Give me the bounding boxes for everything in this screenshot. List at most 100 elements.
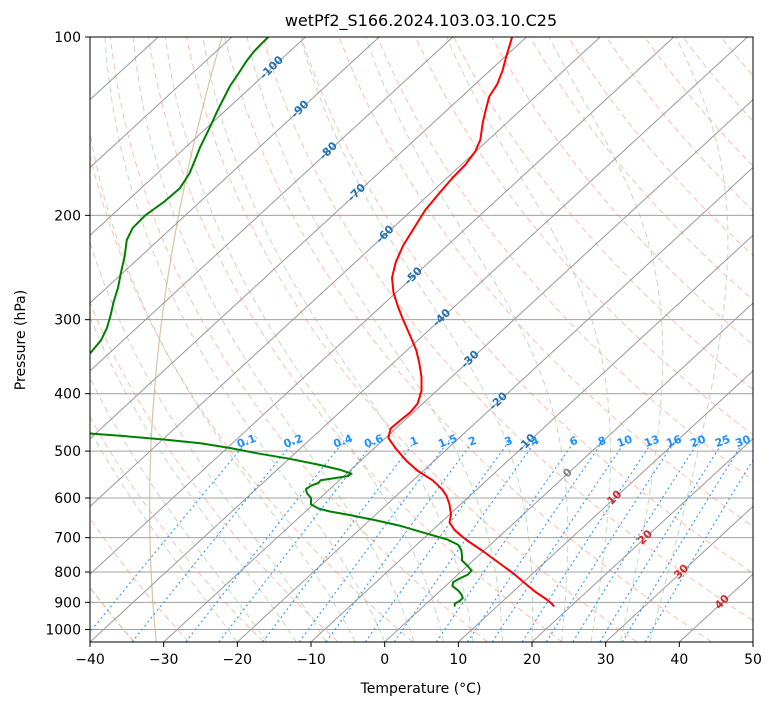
y-tick-label: 400	[54, 387, 81, 403]
boundary-curve	[149, 37, 223, 642]
mixing-ratio-line	[467, 440, 604, 642]
mixing-ratio-label: 0.6	[362, 432, 385, 451]
isotherm-line	[90, 37, 601, 508]
moist-adiabat-line	[90, 129, 356, 642]
dry-adiabat-line	[109, 37, 488, 642]
temperature-profile	[387, 37, 555, 608]
dry-adiabat-line	[90, 416, 264, 642]
mixing-ratio-line	[621, 440, 745, 642]
moist-adiabat-line	[90, 240, 327, 642]
x-tick-label: 10	[449, 652, 467, 668]
moist-adiabat-line	[246, 37, 503, 642]
moist-adiabat-line	[364, 37, 569, 642]
dry-adiabat-line	[300, 37, 753, 574]
isotherm-line	[90, 37, 675, 575]
isotherm-line	[678, 573, 753, 642]
mixing-ratio-label: 2	[467, 434, 479, 449]
isotherm-line	[531, 437, 753, 642]
mixing-ratio-label: 25	[713, 433, 732, 450]
moist-adiabat-line	[104, 37, 386, 642]
x-axis-label: Temperature (°C)	[360, 681, 482, 697]
mixing-ratio-labels: 0.1 0.2 0.4 0.6 1 1.5 2 3 4 6 8 10 13 16 20 25 30 36	[235, 432, 773, 451]
dry-adiabat-line	[720, 37, 753, 77]
dry-adiabat-line	[376, 37, 753, 482]
mixing-ratio-line	[298, 440, 450, 642]
plot-frame	[89, 36, 754, 643]
mixing-ratio-line	[491, 440, 627, 642]
moist-adiabat-line	[90, 376, 268, 642]
dry-adiabat-line	[224, 37, 712, 642]
dry-adiabat-line	[415, 37, 753, 436]
mixing-ratio-label: 3	[503, 434, 515, 449]
mixing-ratio-label: 0.2	[282, 432, 305, 451]
dry-adiabat-line	[644, 37, 753, 167]
isotherm-line	[90, 37, 454, 372]
isotherm-line	[384, 302, 753, 642]
mixing-ratio-label: 8	[596, 434, 608, 449]
moist-adiabat-line	[90, 429, 238, 642]
isotherm-line	[90, 37, 748, 642]
moist-adiabat-line	[202, 37, 474, 642]
isotherm-line	[90, 37, 380, 304]
mixing-ratio-line	[185, 440, 345, 642]
dry-adiabat-line	[567, 37, 753, 256]
mixing-ratio-label: 16	[664, 432, 683, 450]
mixing-ratio-label: 4	[529, 434, 541, 449]
moist-adiabat-line	[548, 37, 664, 642]
dry-adiabat-line	[529, 37, 753, 301]
y-tick-label: 800	[54, 565, 81, 581]
isotherm-line	[0, 37, 11, 642]
isotherm-line	[163, 99, 753, 642]
mixing-ratio-line	[90, 440, 249, 633]
mixing-ratio-label: 1	[408, 434, 420, 449]
y-tick-label: 300	[54, 313, 81, 329]
dewpoint_upper-profile	[90, 37, 270, 355]
isotherm-line	[457, 370, 753, 642]
moist-adiabat-line	[446, 37, 612, 642]
mixing-ratio-line	[435, 440, 576, 642]
isotherm-line	[236, 166, 753, 642]
y-axis-ticks: 100 200 300 400 500 600 700 800 900 1000	[45, 30, 90, 638]
sounding-profiles	[90, 37, 555, 608]
dry-adiabat-line	[759, 37, 775, 642]
mixing-ratio-line	[364, 440, 511, 642]
moist-adiabat-line	[132, 37, 415, 642]
dry-adiabat-line	[682, 37, 753, 122]
mixing-ratio-label: 36	[754, 432, 773, 450]
dry-adiabat-line	[338, 37, 753, 528]
dry-adiabat-line	[90, 153, 414, 642]
moist-adiabat-line	[164, 37, 445, 642]
x-tick-label: −30	[149, 652, 179, 668]
dry-adiabat-line	[605, 37, 753, 212]
mixing-ratio-line	[131, 440, 295, 642]
y-tick-label: 200	[54, 208, 81, 224]
mixing-ratio-line	[599, 440, 725, 642]
x-tick-label: −40	[75, 652, 105, 668]
moist-adiabat-line	[299, 37, 534, 642]
dry-adiabat-line	[148, 37, 563, 642]
dry-adiabat-line	[90, 301, 339, 642]
x-axis-ticks: −40 −30 −20 −10 0 10 20 30 40 50	[75, 642, 762, 668]
x-tick-label: 30	[597, 652, 615, 668]
isotherm-line	[90, 37, 233, 169]
y-tick-label: 100	[54, 30, 81, 46]
dry-adiabat-line	[90, 517, 190, 642]
mixing-ratio-label: 20	[689, 432, 708, 450]
moist-adiabat-line	[90, 315, 297, 642]
y-tick-label: 900	[54, 595, 81, 611]
mixing-ratio-line	[521, 440, 654, 642]
mixing-ratio-label: 0.1	[235, 432, 258, 451]
mixing-ratio-line	[545, 440, 676, 642]
x-tick-label: −10	[296, 652, 326, 668]
mixing-ratio-line	[262, 440, 416, 642]
mixing-ratio-label: 1.5	[436, 432, 459, 451]
mixing-ratio-label: 30	[734, 432, 753, 450]
moist-adiabat-line	[649, 37, 729, 642]
mixing-ratio-label: 10	[615, 432, 634, 450]
mixing-ratio-line	[572, 440, 700, 642]
y-tick-label: 600	[54, 491, 81, 507]
isotherm-line	[310, 234, 753, 642]
mixing-ratio-label: 0.4	[332, 432, 355, 451]
